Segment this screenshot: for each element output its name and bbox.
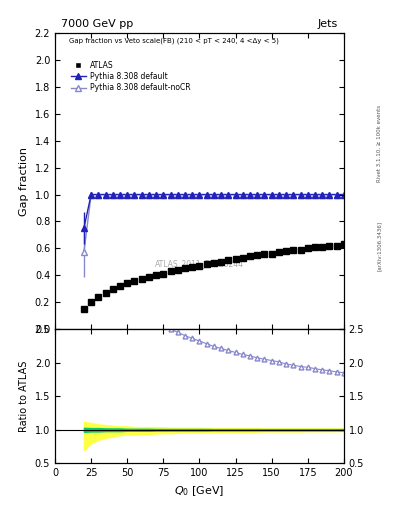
Text: Rivet 3.1.10, ≥ 100k events: Rivet 3.1.10, ≥ 100k events: [377, 105, 382, 182]
Legend: ATLAS, Pythia 8.308 default, Pythia 8.308 default-noCR: ATLAS, Pythia 8.308 default, Pythia 8.30…: [68, 58, 193, 96]
Text: 7000 GeV pp: 7000 GeV pp: [61, 19, 133, 29]
Y-axis label: Ratio to ATLAS: Ratio to ATLAS: [19, 360, 29, 432]
Text: Jets: Jets: [318, 19, 338, 29]
Text: ATLAS_2011_S9126244: ATLAS_2011_S9126244: [155, 260, 244, 268]
Text: Gap fraction vs Veto scale(FB) (210 < pT < 240, 4 <Δy < 5): Gap fraction vs Veto scale(FB) (210 < pT…: [70, 38, 279, 44]
Y-axis label: Gap fraction: Gap fraction: [19, 146, 29, 216]
Text: [arXiv:1306.3436]: [arXiv:1306.3436]: [377, 221, 382, 271]
X-axis label: $Q_0$ [GeV]: $Q_0$ [GeV]: [174, 484, 225, 498]
